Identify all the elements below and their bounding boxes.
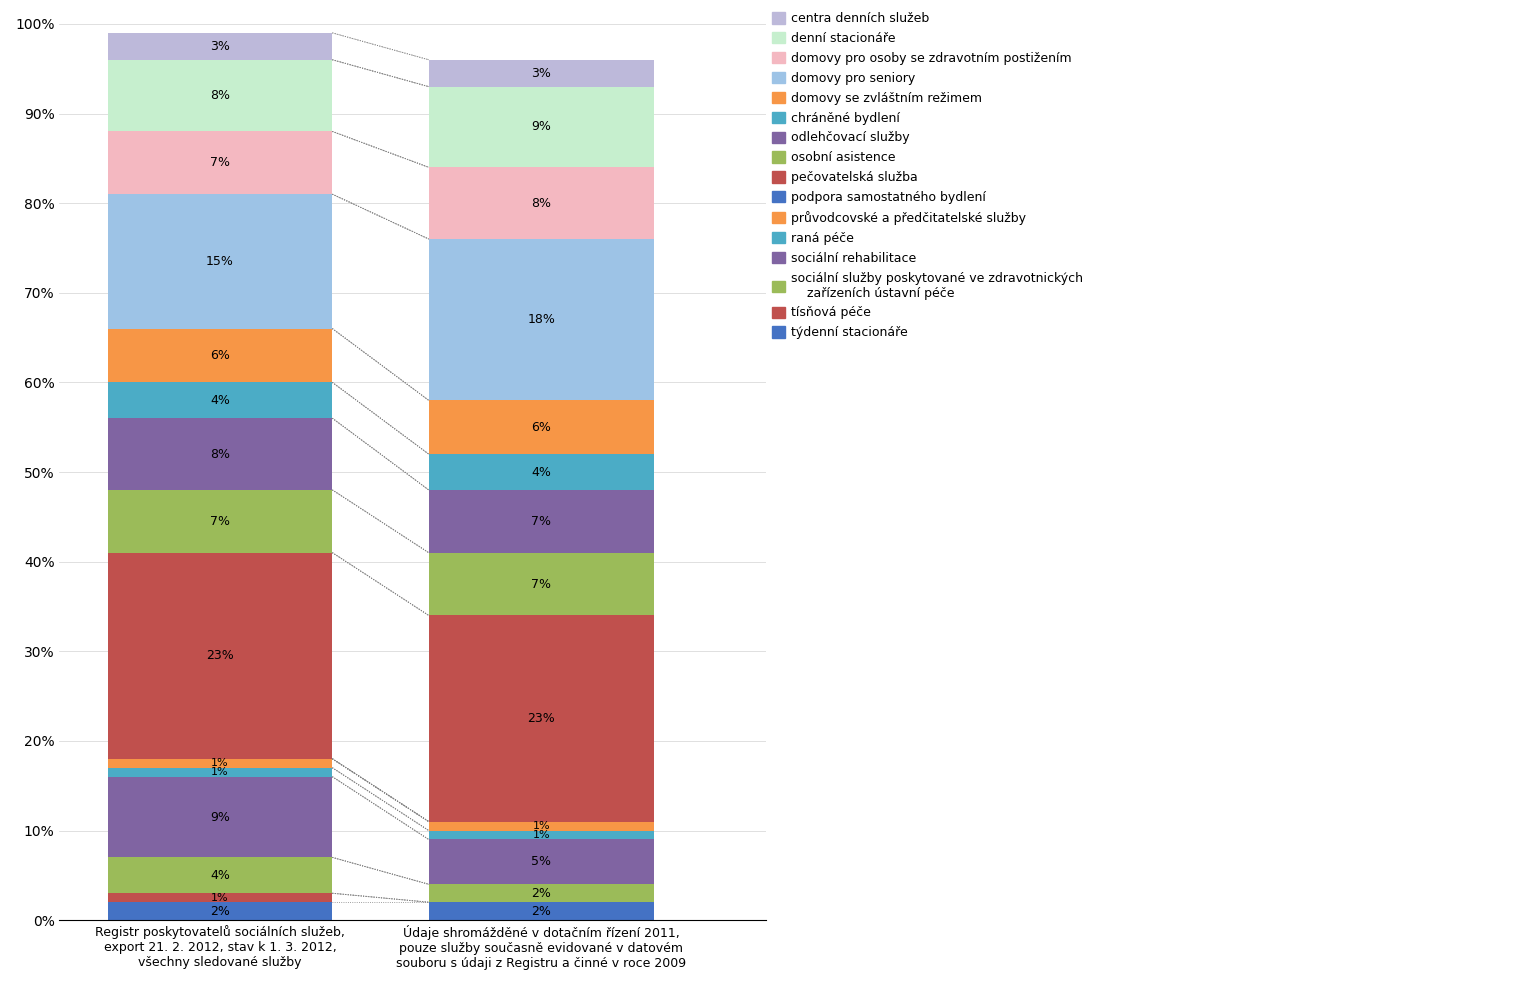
Bar [108,60,332,131]
Text: 1%: 1% [210,758,229,768]
Text: 9%: 9% [210,811,230,823]
Bar [108,490,332,553]
Text: 1%: 1% [210,892,229,902]
Bar [108,893,332,902]
Text: 8%: 8% [531,197,551,210]
Text: 3%: 3% [531,67,551,80]
Bar [429,830,654,839]
Bar [429,87,654,167]
Bar [429,902,654,920]
Bar [108,419,332,490]
Bar [429,167,654,239]
Text: 2%: 2% [210,904,230,918]
Text: 8%: 8% [210,447,230,461]
Text: 15%: 15% [206,255,233,268]
Bar [108,194,332,329]
Text: 1%: 1% [210,767,229,777]
Text: 8%: 8% [210,89,230,102]
Bar [108,857,332,893]
Bar [429,885,654,902]
Bar [108,382,332,419]
Text: 4%: 4% [210,394,230,407]
Text: 9%: 9% [531,120,551,134]
Legend: centra denních služeb, denní stacionáře, domovy pro osoby se zdravotním postižen: centra denních služeb, denní stacionáře,… [772,12,1083,340]
Text: 1%: 1% [532,821,551,831]
Text: 7%: 7% [210,515,230,528]
Bar [108,329,332,382]
Text: 23%: 23% [206,649,233,662]
Text: 2%: 2% [531,904,551,918]
Bar [108,758,332,767]
Bar [108,767,332,777]
Bar [429,60,654,87]
Bar [429,821,654,830]
Text: 23%: 23% [528,712,555,725]
Text: 18%: 18% [528,313,555,326]
Bar [108,553,332,758]
Text: 1%: 1% [532,830,551,840]
Bar [429,400,654,454]
Bar [108,131,332,194]
Text: 3%: 3% [210,39,230,53]
Bar [429,616,654,821]
Bar [429,553,654,616]
Bar [429,490,654,553]
Text: 7%: 7% [210,157,230,169]
Text: 4%: 4% [531,466,551,479]
Text: 6%: 6% [210,349,230,362]
Text: 5%: 5% [531,855,551,869]
Bar [108,33,332,60]
Text: 7%: 7% [531,577,551,591]
Text: 7%: 7% [531,515,551,528]
Text: 4%: 4% [210,869,230,882]
Text: 2%: 2% [531,886,551,899]
Bar [429,239,654,400]
Bar [108,902,332,920]
Bar [429,454,654,490]
Text: 6%: 6% [531,421,551,433]
Bar [108,777,332,857]
Bar [429,839,654,885]
